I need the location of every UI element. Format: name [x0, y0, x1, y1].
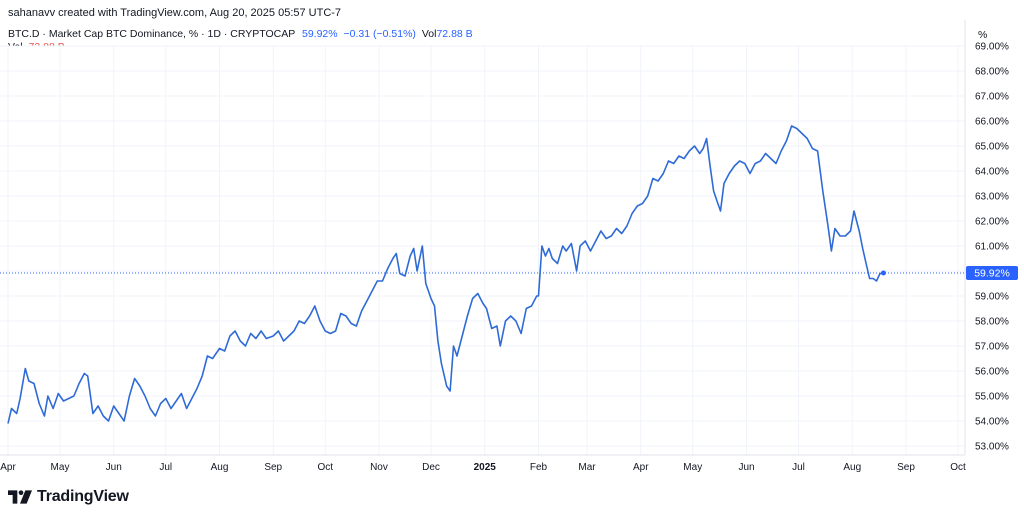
y-tick-label: 57.00%: [975, 342, 1009, 353]
x-tick-label: Sep: [264, 462, 282, 473]
x-tick-label: Jun: [106, 462, 122, 473]
y-tick-label: 53.00%: [975, 442, 1009, 453]
x-tick-label: Jul: [792, 462, 805, 473]
last-value-tag: 59.92%: [966, 266, 1018, 280]
x-tick-label: Apr: [633, 462, 649, 473]
x-tick-label: 2025: [474, 462, 497, 473]
x-tick-label: Jun: [738, 462, 754, 473]
y-tick-label: 64.00%: [975, 167, 1009, 178]
y-tick-label: 59.00%: [975, 292, 1009, 303]
last-value-tag-label: 59.92%: [974, 268, 1010, 280]
x-tick-label: Mar: [578, 462, 596, 473]
x-tick-label: Apr: [0, 462, 16, 473]
x-tick-label: Aug: [211, 462, 229, 473]
x-tick-label: Feb: [530, 462, 548, 473]
y-tick-label: 68.00%: [975, 67, 1009, 78]
x-tick-label: May: [683, 462, 702, 473]
last-value-marker: [880, 270, 886, 276]
tradingview-icon: [8, 490, 32, 504]
y-tick-label: 56.00%: [975, 367, 1009, 378]
chart-legend: BTC.D · Market Cap BTC Dominance, % · 1D…: [8, 28, 473, 40]
plot-area[interactable]: [0, 46, 965, 455]
y-tick-label: 54.00%: [975, 417, 1009, 428]
x-tick-label: Dec: [422, 462, 440, 473]
y-tick-label: 62.00%: [975, 217, 1009, 228]
time-axis[interactable]: Apr May Jun Jul Aug Sep Oct Nov Dec 2025 Feb Mar Apr…: [0, 462, 966, 473]
symbol-description[interactable]: BTC.D · Market Cap BTC Dominance, % · 1D…: [8, 28, 296, 40]
axis-unit: %: [978, 29, 988, 41]
x-tick-label: Nov: [370, 462, 388, 473]
change-value: −0.31 (−0.51%): [343, 28, 416, 40]
btc-dominance-series-line: [7, 125, 884, 424]
y-tick-label: 69.00%: [975, 42, 1009, 53]
x-tick-label: Jul: [159, 462, 172, 473]
y-tick-label: 66.00%: [975, 117, 1009, 128]
tradingview-wordmark: TradingView: [37, 488, 129, 505]
x-tick-label: Sep: [897, 462, 915, 473]
horizontal-gridlines: [0, 45, 965, 447]
y-tick-label: 55.00%: [975, 392, 1009, 403]
x-tick-label: Oct: [950, 462, 966, 473]
chart-attribution: sahanavv created with TradingView.com, A…: [8, 7, 342, 19]
vertical-gridlines: [7, 46, 959, 455]
y-tick-label: 67.00%: [975, 92, 1009, 103]
last-value-tag-background: [966, 266, 1018, 280]
x-tick-label: Oct: [317, 462, 333, 473]
volume-value: 72.88 B: [436, 28, 473, 40]
price-axis[interactable]: 53.00% 54.00% 55.00% 56.00% 57.00% 58.00% 59.0…: [975, 42, 1009, 453]
y-tick-label: 61.00%: [975, 242, 1009, 253]
volume-label: Vol: [421, 28, 437, 40]
y-tick-label: 65.00%: [975, 142, 1009, 153]
x-tick-label: Aug: [843, 462, 861, 473]
last-value: 59.92%: [302, 28, 338, 40]
x-tick-label: May: [51, 462, 70, 473]
tradingview-logo[interactable]: TradingView: [8, 488, 129, 506]
y-tick-label: 63.00%: [975, 192, 1009, 203]
y-tick-label: 58.00%: [975, 317, 1009, 328]
